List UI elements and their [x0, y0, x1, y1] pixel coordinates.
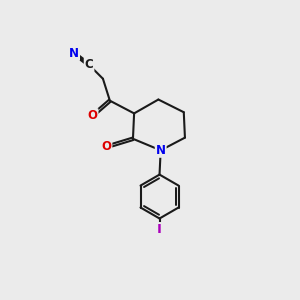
- Text: N: N: [156, 144, 166, 157]
- Text: O: O: [101, 140, 111, 153]
- Text: N: N: [69, 47, 79, 60]
- Text: C: C: [85, 58, 93, 71]
- Text: I: I: [157, 223, 162, 236]
- Text: O: O: [88, 109, 98, 122]
